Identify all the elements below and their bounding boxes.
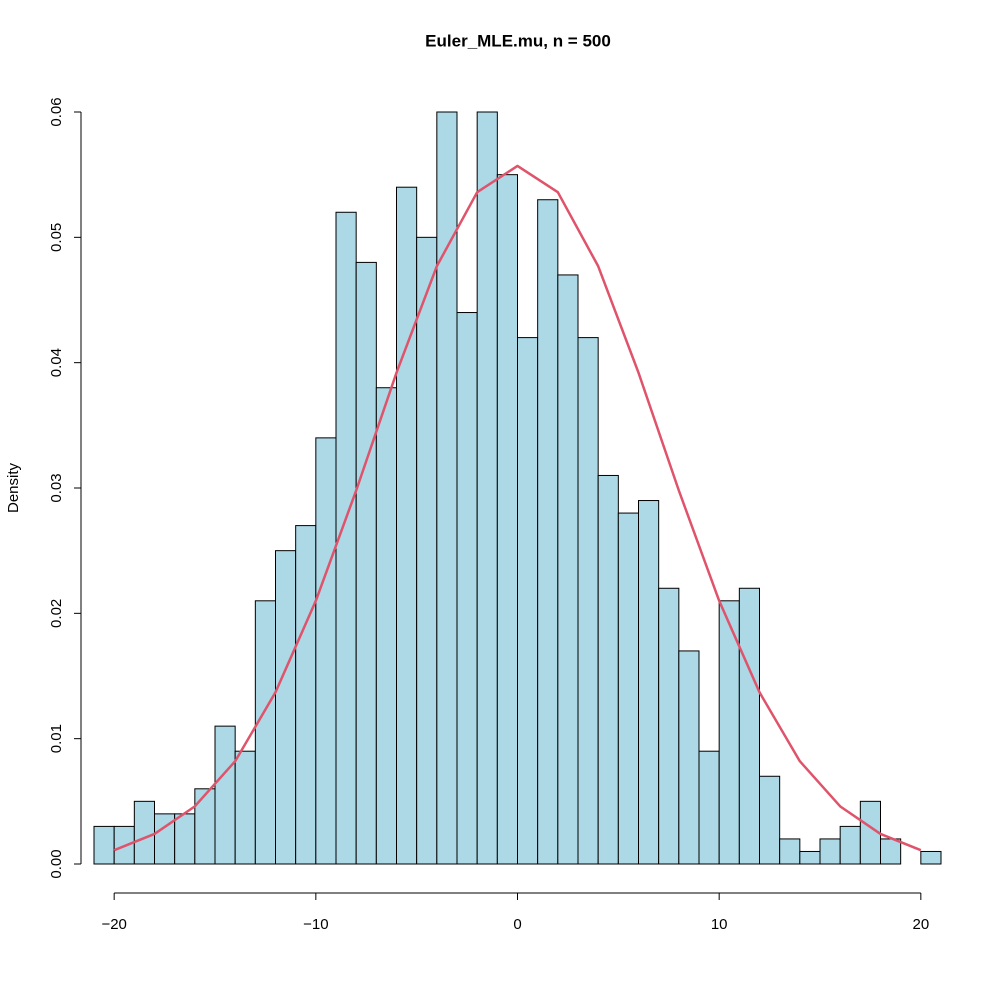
- bar: [537, 199, 559, 865]
- bar: [698, 750, 720, 865]
- bar: [819, 838, 841, 865]
- y-tick-label: 0.02: [48, 599, 65, 628]
- x-tick-label: 10: [711, 916, 728, 933]
- bar: [597, 474, 619, 865]
- x-tick-label: 0: [513, 916, 521, 933]
- y-tick-label: 0.00: [48, 849, 65, 878]
- bar: [658, 587, 680, 865]
- y-tick-label: 0.05: [48, 223, 65, 252]
- bar: [557, 274, 579, 865]
- bar: [839, 825, 861, 865]
- bar: [375, 387, 398, 865]
- density-curve: [113, 164, 922, 852]
- bar: [880, 838, 902, 865]
- bar: [678, 650, 700, 865]
- bar: [799, 850, 821, 865]
- bar: [920, 850, 942, 865]
- bar: [315, 437, 337, 865]
- bar: [456, 312, 478, 865]
- bar: [577, 337, 599, 865]
- y-tick-label: 0.06: [48, 97, 65, 126]
- bar: [234, 750, 256, 865]
- bar: [174, 813, 196, 865]
- bar: [436, 111, 458, 865]
- bar: [396, 186, 418, 865]
- x-tick-label: −20: [101, 916, 126, 933]
- y-tick-label: 0.01: [48, 724, 65, 753]
- bar: [194, 788, 216, 865]
- bar: [779, 838, 801, 865]
- bar: [416, 236, 438, 865]
- bar: [275, 550, 297, 865]
- bar: [295, 525, 317, 865]
- bar: [496, 174, 519, 865]
- bar: [355, 261, 377, 865]
- bar: [638, 500, 660, 865]
- chart-title: Euler_MLE.mu, n = 500: [425, 31, 611, 50]
- bar: [214, 725, 236, 865]
- bar: [476, 111, 498, 865]
- bar: [517, 337, 539, 865]
- bar: [759, 775, 781, 865]
- x-tick-label: −10: [303, 916, 328, 933]
- bar: [254, 600, 276, 865]
- bar: [93, 825, 115, 865]
- bar: [617, 512, 639, 865]
- y-axis-label: Density: [5, 462, 22, 513]
- y-tick-label: 0.04: [48, 348, 65, 377]
- bar: [738, 587, 760, 865]
- y-tick-label: 0.03: [48, 473, 65, 502]
- x-tick-label: 20: [912, 916, 929, 933]
- bar: [133, 800, 155, 865]
